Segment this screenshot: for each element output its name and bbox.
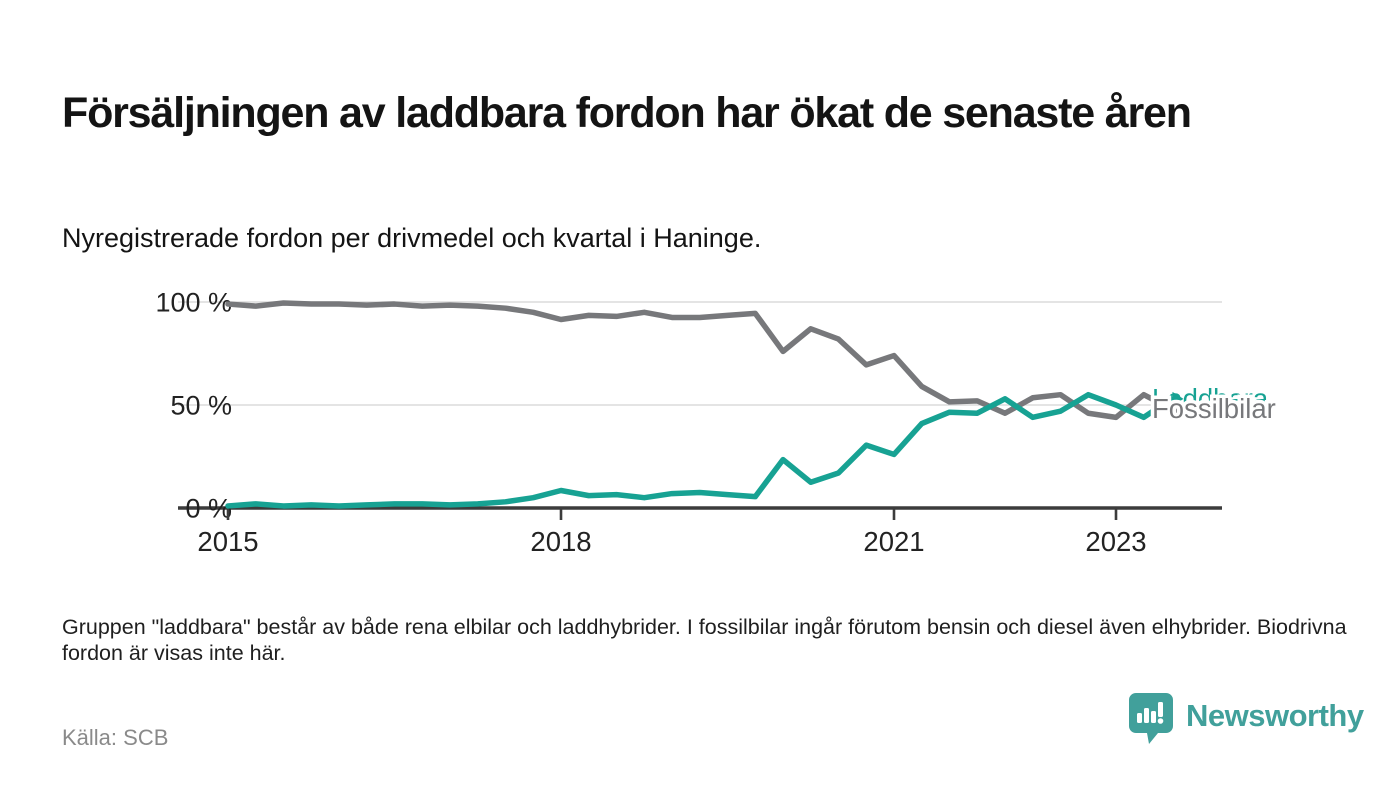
newsworthy-wordmark: Newsworthy xyxy=(1186,698,1364,733)
chart-svg: 0 % 50 % 100 % 2015 2018 2021 2023 LaddbaraFoss… xyxy=(155,288,1279,558)
y-tick-label: 50 % xyxy=(170,391,232,421)
x-tick-label: 2015 xyxy=(197,526,258,557)
series-line-laddbara xyxy=(225,391,1175,509)
y-tick-label: 0 % xyxy=(185,494,232,524)
series-line-fossilbilar xyxy=(225,300,1175,421)
chart-footnote: Gruppen "laddbara" består av både rena e… xyxy=(62,614,1347,665)
chart-subtitle: Nyregistrerade fordon per drivmedel och … xyxy=(62,223,762,253)
x-tick-label: 2018 xyxy=(530,526,591,557)
newsworthy-bubble-icon xyxy=(1129,693,1173,744)
source-attribution: Källa: SCB xyxy=(62,725,169,750)
line-chart: 0 % 50 % 100 % 2015 2018 2021 2023 Laddbara Foss… xyxy=(0,255,1400,595)
x-tick-label: 2021 xyxy=(863,526,924,557)
y-tick-label: 100 % xyxy=(155,288,232,318)
x-tick-label: 2023 xyxy=(1085,526,1146,557)
line-end-arrow-icon xyxy=(1172,402,1184,417)
page-title: Försäljningen av laddbara fordon har öka… xyxy=(62,88,1192,137)
newsworthy-logo: Newsworthy xyxy=(1128,692,1364,746)
series-label-laddbara: Laddbara xyxy=(1152,383,1269,414)
series-label-fossilbilar: Fossilbilar xyxy=(1152,393,1276,424)
line-end-arrow-icon xyxy=(1172,391,1184,406)
